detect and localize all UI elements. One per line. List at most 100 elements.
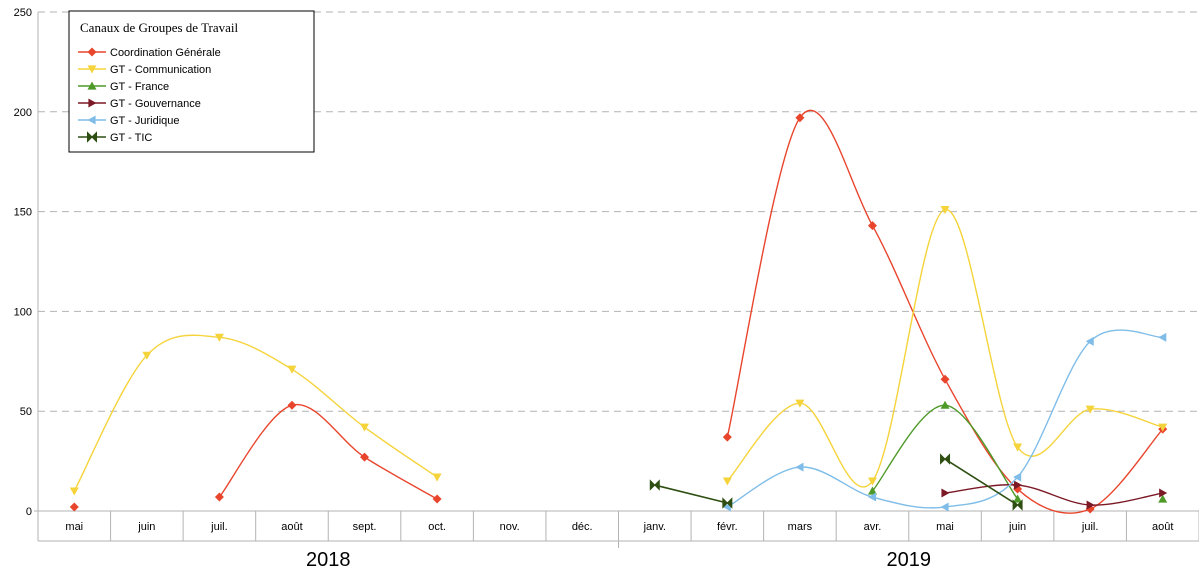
x-tick-label: juil. <box>1081 521 1099 533</box>
x-tick-label: août <box>1152 521 1173 533</box>
data-point <box>649 479 660 491</box>
x-tick-label: déc. <box>572 521 593 533</box>
data-point <box>142 351 152 360</box>
legend-marker <box>87 115 96 125</box>
legend-item: GT - France <box>78 81 169 93</box>
x-tick-label: mai <box>936 521 954 533</box>
legend-item: GT - TIC <box>78 131 152 144</box>
legend-label: GT - France <box>110 81 169 93</box>
series <box>722 329 1167 512</box>
data-point <box>1085 405 1095 414</box>
legend-item: GT - Gouvernance <box>78 98 201 110</box>
x-axis: mai juin juil. août sept. oct. nov. déc. janv. fé… <box>34 510 1199 571</box>
legend-item: GT - Communication <box>78 64 211 76</box>
x-tick-label: mars <box>788 521 813 533</box>
legend-items: Coordination Générale GT - Communication G… <box>78 47 221 144</box>
x-tick-label: janv. <box>643 521 666 533</box>
series-line <box>654 484 728 504</box>
y-axis: 0 50 100 150 200 250 <box>14 7 39 518</box>
legend-marker <box>87 131 97 143</box>
x-tick-label: oct. <box>428 521 446 533</box>
data-point <box>867 477 877 486</box>
legend: Canaux de Groupes de Travail Coordinatio… <box>68 10 315 153</box>
series-line <box>73 334 438 492</box>
legend-item: Coordination Générale <box>78 47 221 59</box>
data-point <box>795 113 805 123</box>
data-point <box>287 400 297 410</box>
data-point <box>214 333 224 342</box>
data-point <box>1012 499 1023 511</box>
legend-label: GT - Communication <box>110 64 211 76</box>
legend-item: GT - Juridique <box>78 115 180 127</box>
series <box>69 206 1168 496</box>
plot-area <box>69 109 1168 514</box>
legend-marker <box>87 65 97 74</box>
data-point <box>287 365 297 374</box>
x-tick-label: août <box>281 521 302 533</box>
legend-box <box>68 10 315 153</box>
data-point <box>722 477 732 486</box>
data-point <box>69 487 79 496</box>
series <box>941 480 1168 510</box>
data-point <box>1013 480 1023 490</box>
legend-marker <box>87 47 97 57</box>
x-tick-label: avr. <box>864 521 882 533</box>
series-line <box>218 403 438 500</box>
year-label: 2018 <box>306 549 351 571</box>
y-tick-label: 200 <box>14 107 32 119</box>
legend-label: GT - TIC <box>110 132 152 144</box>
x-tick-label: mai <box>65 521 83 533</box>
legend-title: Canaux de Groupes de Travail <box>80 20 239 35</box>
data-point <box>1013 494 1023 503</box>
data-point <box>1086 500 1095 510</box>
series-line <box>944 458 1019 506</box>
data-point <box>940 453 951 465</box>
series <box>69 109 1168 514</box>
data-point <box>1158 423 1168 432</box>
x-tick-label: févr. <box>717 521 738 533</box>
data-point <box>867 486 877 495</box>
data-point <box>940 374 950 384</box>
y-tick-label: 250 <box>14 7 32 19</box>
series <box>867 400 1168 503</box>
series-line <box>944 484 1163 506</box>
x-tick-label: juil. <box>210 521 228 533</box>
series-line <box>726 208 1163 488</box>
legend-marker <box>87 81 97 90</box>
data-point <box>867 492 877 502</box>
x-tick-label: nov. <box>500 521 520 533</box>
series-line <box>726 109 1164 514</box>
data-point <box>722 432 732 442</box>
data-point <box>867 221 877 231</box>
data-point <box>1013 472 1022 482</box>
legend-label: GT - Gouvernance <box>110 98 201 110</box>
data-point <box>722 497 733 509</box>
legend-marker <box>88 98 97 108</box>
y-tick-label: 150 <box>14 207 32 219</box>
legend-label: Coordination Générale <box>110 47 221 59</box>
data-point <box>795 399 805 408</box>
data-point <box>1158 494 1168 503</box>
y-tick-label: 100 <box>14 306 32 318</box>
data-point <box>1158 332 1167 342</box>
data-point <box>360 452 370 462</box>
data-point <box>360 423 370 432</box>
series-line <box>727 329 1163 509</box>
x-tick-label: juin <box>137 521 155 533</box>
data-point <box>941 488 950 498</box>
data-point <box>940 206 950 215</box>
legend-label: GT - Juridique <box>110 115 180 127</box>
data-point <box>69 502 79 512</box>
year-label: 2019 <box>887 549 932 571</box>
data-point <box>940 502 949 512</box>
data-point <box>214 492 224 502</box>
x-tick-label: sept. <box>353 521 377 533</box>
data-point <box>1159 488 1168 498</box>
data-point <box>432 473 442 482</box>
data-point <box>940 400 950 409</box>
data-point <box>1085 336 1094 346</box>
x-tick-label: juin <box>1008 521 1026 533</box>
data-point <box>432 494 442 504</box>
series <box>649 453 1023 511</box>
